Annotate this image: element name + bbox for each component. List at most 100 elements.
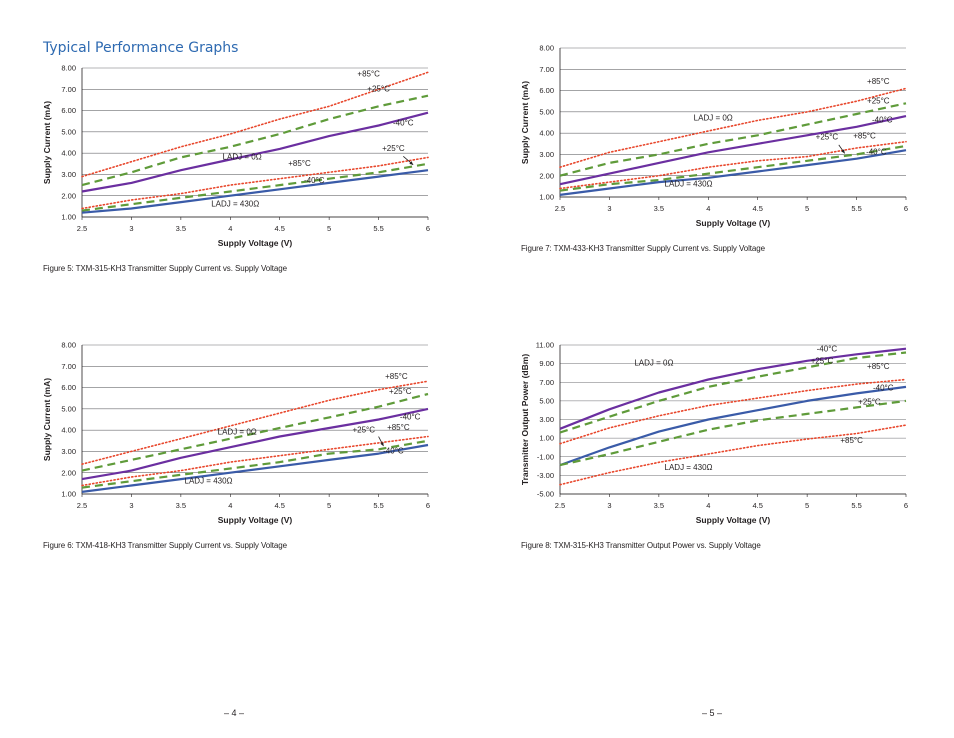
y-tick-label: -3.00	[537, 471, 554, 480]
x-axis-title: Supply Voltage (V)	[696, 515, 771, 525]
y-tick-label: 7.00	[539, 378, 554, 387]
y-tick-label: 8.00	[539, 44, 554, 53]
y-tick-label: 1.00	[61, 213, 76, 222]
x-tick-label: 5	[805, 204, 809, 213]
chart-fig7: 1.00 2.00 3.00 4.00 5.00 6.00 7.00 8.00 2.5 3 3.5 4…	[520, 44, 908, 228]
series-line-2	[559, 115, 907, 186]
annotation-label: +85°C	[867, 77, 890, 86]
annotation-label: LADJ = 430Ω	[211, 199, 259, 208]
x-tick-label: 5.5	[851, 501, 861, 510]
series-line-0	[81, 380, 429, 465]
y-tick-label: 5.00	[539, 396, 554, 405]
x-tick-label: 3.5	[176, 501, 186, 510]
y-tick-label: -1.00	[537, 452, 554, 461]
annotation-label: +85°C	[840, 436, 863, 445]
x-tick-label: 5	[327, 224, 331, 233]
y-axis-title: Transmitter Output Power (dBm)	[520, 354, 530, 485]
annotation-label: +85°C	[385, 372, 408, 381]
series-line-4	[559, 144, 907, 192]
annotation-label: -40°C	[400, 413, 421, 422]
y-tick-label: 3.00	[61, 447, 76, 456]
y-tick-label: 2.00	[61, 468, 76, 477]
y-tick-label: 8.00	[61, 341, 76, 350]
annotation-label: +85°C	[288, 159, 311, 168]
series-line-2	[559, 378, 907, 445]
y-axis-title: Supply Current (mA)	[42, 378, 52, 461]
series-line-4	[81, 162, 429, 212]
y-axis-title: Supply Current (mA)	[520, 81, 530, 164]
annotation-arrowhead	[841, 149, 845, 154]
series-line-3	[81, 435, 429, 487]
x-tick-label: 5.5	[851, 204, 861, 213]
annotation-label: +25°C	[382, 144, 405, 153]
series-line-2	[81, 111, 429, 193]
annotation-label: -40°C	[873, 384, 894, 393]
y-tick-label: 1.00	[539, 193, 554, 202]
series-line-1	[559, 351, 907, 434]
annotation-label: -40°C	[817, 345, 838, 354]
caption-fig6: Figure 6: TXM-418-KH3 Transmitter Supply…	[43, 541, 287, 550]
y-tick-label: 2.00	[61, 191, 76, 200]
x-axis-title: Supply Voltage (V)	[218, 515, 293, 525]
x-tick-label: 2.5	[555, 501, 565, 510]
annotation-label: LADJ = 430Ω	[185, 476, 233, 485]
caption-fig5: Figure 5: TXM-315-KH3 Transmitter Supply…	[43, 264, 287, 273]
x-tick-label: 3	[607, 204, 611, 213]
annotation-label: +85°C	[853, 131, 876, 140]
annotation-label: LADJ = 430Ω	[665, 463, 713, 472]
annotation-arrowhead	[409, 161, 414, 165]
chart-fig5: 1.00 2.00 3.00 4.00 5.00 6.00 7.00 8.00 2.5 3 3.5 4…	[42, 64, 430, 248]
x-tick-label: 6	[904, 204, 908, 213]
y-tick-label: 5.00	[539, 107, 554, 116]
x-tick-label: 6	[426, 501, 430, 510]
x-tick-label: 3	[607, 501, 611, 510]
x-tick-label: 5.5	[373, 224, 383, 233]
x-tick-label: 4.5	[274, 501, 284, 510]
y-tick-label: 6.00	[61, 106, 76, 115]
annotation-label: LADJ = 0Ω	[694, 113, 733, 122]
annotation-label: LADJ = 0Ω	[223, 153, 262, 162]
x-axis-title: Supply Voltage (V)	[696, 218, 771, 228]
y-tick-label: 3.00	[61, 170, 76, 179]
y-tick-label: 7.00	[61, 85, 76, 94]
x-tick-label: 3	[129, 224, 133, 233]
annotation-label: -40°C	[304, 176, 325, 185]
annotation-label: LADJ = 430Ω	[665, 179, 713, 188]
series-line-4	[81, 439, 429, 489]
x-tick-label: 4.5	[274, 224, 284, 233]
caption-fig8: Figure 8: TXM-315-KH3 Transmitter Output…	[521, 541, 761, 550]
chart-fig8: -5.00 -3.00 -1.00 1.00 3.00 5.00 7.00 9.00 11.00…	[520, 341, 908, 525]
x-tick-label: 3	[129, 501, 133, 510]
page-number-left: – 4 –	[224, 708, 245, 718]
x-tick-label: 5.5	[373, 501, 383, 510]
series-line-1	[81, 94, 429, 187]
annotation-label: -40°C	[393, 118, 414, 127]
series-line-4	[559, 399, 907, 467]
x-tick-label: 2.5	[77, 224, 87, 233]
x-tick-label: 3.5	[654, 501, 664, 510]
annotation-label: +25°C	[867, 96, 890, 105]
y-tick-label: 5.00	[61, 127, 76, 136]
series-line-3	[559, 385, 907, 467]
series-line-1	[559, 102, 907, 177]
y-tick-label: -5.00	[537, 490, 554, 499]
section-title: Typical Performance Graphs	[43, 40, 239, 56]
x-tick-label: 6	[904, 501, 908, 510]
x-tick-label: 4.5	[752, 204, 762, 213]
y-tick-label: 2.00	[539, 171, 554, 180]
series-line-5	[81, 443, 429, 493]
y-tick-label: 8.00	[61, 64, 76, 73]
annotation-label: +25°C	[858, 398, 881, 407]
annotation-label: -40°C	[383, 447, 404, 456]
y-tick-label: 5.00	[61, 404, 76, 413]
annotation-label: +85°C	[867, 362, 890, 371]
y-tick-label: 9.00	[539, 359, 554, 368]
x-tick-label: 4	[228, 501, 232, 510]
y-axis-title: Supply Current (mA)	[42, 101, 52, 184]
y-tick-label: 3.00	[539, 150, 554, 159]
y-tick-label: 4.00	[61, 426, 76, 435]
series-line-3	[81, 156, 429, 210]
annotation-label: +25°C	[352, 425, 375, 434]
x-tick-label: 4	[228, 224, 232, 233]
series-line-5	[559, 149, 907, 196]
